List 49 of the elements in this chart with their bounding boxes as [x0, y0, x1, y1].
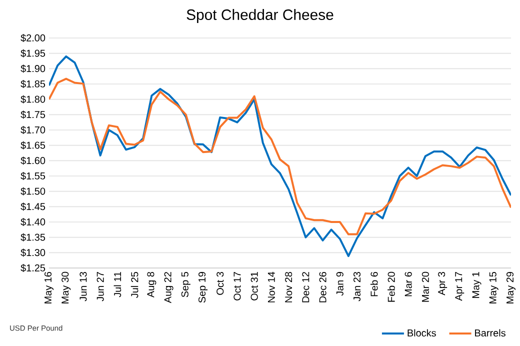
y-tick-label: $1.55: [20, 172, 46, 180]
x-tick-label: Aug 8: [147, 272, 156, 298]
x-tick-label: Sep 5: [181, 272, 190, 298]
y-tick-label: $1.95: [20, 49, 46, 58]
x-tick-label: Aug 22: [164, 272, 174, 304]
x-tick-label: Oct 17: [234, 272, 241, 300]
x-tick-label: May 15: [489, 272, 498, 304]
x-tick-label: May 16: [44, 272, 54, 304]
y-tick-label: $1.75: [20, 110, 46, 119]
x-tick-label: Sep 19: [198, 272, 208, 303]
y-tick-label: $1.30: [20, 248, 46, 257]
x-tick-label: May 30: [62, 272, 71, 304]
x-tick-label: Jan 9: [336, 272, 344, 296]
y-tick-label: $1.70: [20, 126, 46, 134]
x-tick-label: Feb 6: [370, 272, 378, 296]
x-tick-label: May 29: [506, 272, 516, 304]
line-series: [49, 78, 511, 236]
x-tick-label: Mar 20: [422, 272, 429, 302]
x-tick-label: Feb 20: [388, 272, 395, 302]
x-tick-label: Jun 27: [96, 272, 104, 302]
legend-label: Barrels: [475, 329, 506, 337]
y-tick-label: $1.50: [20, 187, 46, 196]
x-tick-label: May 1: [472, 272, 482, 298]
y-tick-label: $1.65: [20, 141, 46, 150]
x-tick-label: Oct 3: [216, 272, 224, 295]
x-tick-label: Jul 11: [114, 272, 122, 298]
x-tick-label: Jul 25: [130, 272, 138, 298]
x-tick-label: Jan 23: [353, 272, 361, 302]
x-tick-label: Mar 6: [404, 272, 412, 296]
x-tick-label: Nov 28: [285, 272, 292, 302]
y-tick-label: $1.85: [20, 80, 46, 88]
y-tick-label: $1.80: [20, 95, 46, 104]
line-series: [49, 55, 511, 258]
y-tick-label: $1.45: [20, 202, 46, 211]
x-tick-label: Dec 12: [302, 272, 310, 302]
x-tick-label: Nov 14: [268, 272, 275, 302]
y-tick-label: $2.00: [20, 34, 46, 42]
y-tick-label: $1.90: [20, 64, 46, 73]
x-tick-label: Apr 3: [438, 272, 448, 296]
x-tick-label: Apr 17: [455, 272, 464, 301]
x-tick-label: Jun 13: [80, 272, 87, 302]
x-tick-label: Oct 31: [250, 272, 258, 300]
chart-title: Spot Cheddar Cheese: [186, 9, 334, 23]
y-tick-label: $1.25: [20, 264, 46, 272]
legend-label: Blocks: [408, 329, 436, 337]
y-tick-label: $1.40: [20, 218, 46, 226]
x-tick-label: Dec 26: [319, 272, 326, 302]
y-tick-label: $1.35: [20, 233, 46, 242]
y-tick-label: $1.60: [20, 156, 46, 165]
